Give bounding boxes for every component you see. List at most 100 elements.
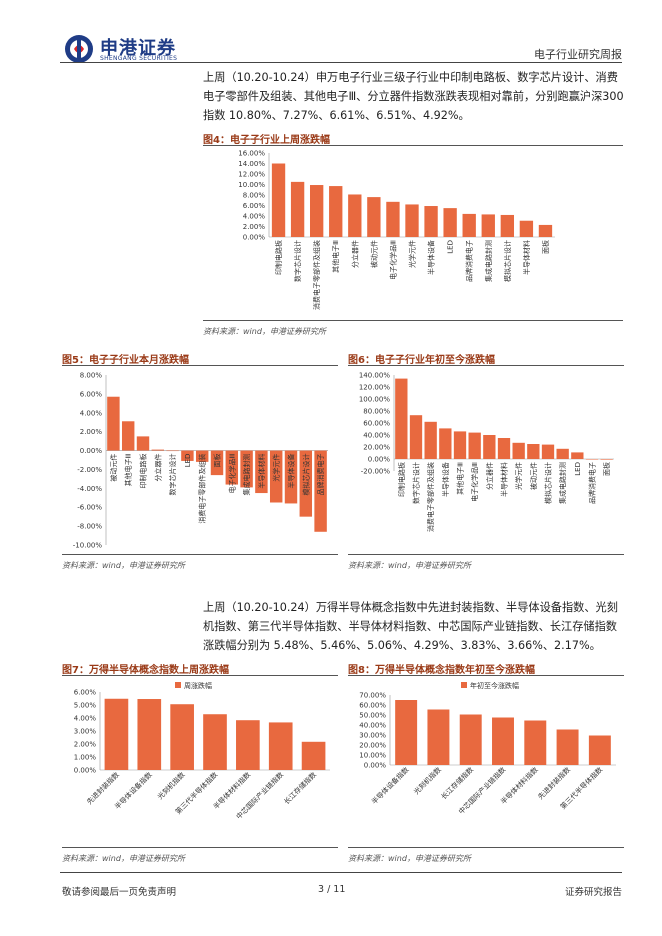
bar	[524, 720, 547, 765]
y-tick-label: 0.00%	[80, 447, 103, 455]
x-category-label: 先进封装指数	[536, 765, 572, 801]
legend-swatch	[175, 682, 181, 688]
bar	[483, 435, 496, 459]
x-category-label: 印制电路板	[397, 462, 406, 497]
y-tick-label: 4.00%	[80, 409, 103, 417]
x-category-label: 长江存储指数	[282, 770, 318, 806]
x-category-label: 半导体设备指数	[370, 765, 411, 806]
x-category-label: 半导体材料	[257, 454, 266, 489]
y-tick-label: 20.00%	[363, 444, 390, 452]
y-tick-label: 2.00%	[74, 741, 97, 749]
legend-label: 周涨跌幅	[184, 681, 212, 690]
figure-5-chart: 8.00% 6.00% 4.00% 2.00% 0.00% -2.00% -4.00% -6.…	[73, 372, 328, 550]
figure-8-top-rule	[348, 675, 624, 676]
figure-7-title: 图7：万得半导体概念指数上周涨跌幅	[62, 665, 229, 676]
x-category-label: 半导体材料	[500, 462, 509, 497]
figure-8-title: 图8：万得半导体概念指数年初至今涨跌幅	[348, 665, 535, 676]
bar	[225, 450, 239, 485]
bar	[299, 450, 313, 517]
y-tick-label: 14.00%	[238, 160, 265, 168]
x-category-label: 电子化学品Ⅲ	[227, 453, 236, 493]
bar	[301, 741, 326, 770]
bar	[588, 735, 611, 765]
bar	[409, 415, 423, 459]
bar	[170, 704, 194, 770]
figure-7-chart: 6.00% 5.00% 4.00% 3.00% 2.00% 1.00% 0.00% 周涨跌幅先…	[74, 681, 330, 821]
x-category-label: 分立器件	[485, 462, 494, 490]
y-tick-label: -10.00%	[73, 542, 103, 550]
paragraph-sw-subindustries: 上周（10.20-10.24）申万电子行业三级子行业中印制电路板、数字芯片设计、…	[203, 71, 624, 122]
y-tick-label: 10.00%	[238, 181, 265, 189]
report-type-label: 电子行业研究周报	[534, 48, 622, 61]
figure-8-chart: 70.00% 60.00% 50.00% 40.00% 30.00% 20.00% 10.0…	[359, 681, 616, 816]
y-tick-label: 1.00%	[74, 754, 97, 762]
page-number: 3 / 11	[318, 884, 346, 895]
bar	[290, 181, 305, 237]
x-category-label: LED	[574, 462, 582, 476]
bar	[284, 450, 298, 504]
x-category-label: 模拟芯片设计	[301, 454, 310, 496]
bar	[541, 444, 555, 459]
x-category-label: 品牌消费电子	[588, 462, 597, 504]
footer-disclaimer: 敬请参阅最后一页免责声明	[62, 887, 177, 898]
bar	[348, 194, 362, 237]
x-category-label: 被动元件	[109, 454, 118, 482]
y-tick-label: 6.00%	[74, 689, 97, 697]
y-tick-label: 6.00%	[243, 202, 266, 210]
bar	[527, 444, 540, 459]
figure-6-top-rule	[348, 365, 624, 366]
x-category-label: 面板	[602, 462, 611, 476]
y-tick-label: 2.00%	[80, 428, 103, 436]
bar	[136, 436, 150, 451]
y-tick-label: 2.00%	[243, 223, 266, 231]
x-category-label: 先进封装指数	[85, 770, 121, 806]
bar	[462, 213, 476, 237]
bar	[571, 452, 584, 459]
bar	[443, 208, 457, 237]
x-category-label: 面板	[213, 454, 222, 468]
y-tick-label: 6.00%	[80, 390, 103, 398]
legend-swatch	[461, 682, 467, 688]
bar	[600, 459, 613, 460]
y-tick-label: -6.00%	[77, 504, 102, 512]
figure-4-source: 资料来源：wind，申港证券研究所	[203, 327, 326, 336]
y-tick-label: 0.00%	[243, 234, 266, 242]
bar	[556, 448, 569, 459]
x-category-label: 半导体材料	[522, 240, 531, 275]
figure-5-title: 图5：电子子行业本月涨跌幅	[62, 355, 189, 366]
bar	[104, 698, 129, 770]
x-category-label: 集成电路封测	[484, 240, 493, 282]
x-category-label: 模拟芯片设计	[503, 240, 512, 282]
y-tick-label: 8.00%	[243, 192, 266, 200]
y-tick-label: 50.00%	[359, 712, 386, 720]
y-tick-label: 10.00%	[359, 752, 386, 760]
bar	[500, 214, 515, 237]
y-tick-label: -2.00%	[77, 466, 102, 474]
x-category-label: 半导体设备	[427, 240, 436, 275]
figure-5-top-rule	[62, 365, 338, 366]
x-category-label: 长江存储指数	[439, 765, 475, 801]
bar	[268, 722, 293, 770]
y-tick-label: 4.00%	[243, 213, 266, 221]
y-tick-label: 16.00%	[238, 150, 265, 158]
figure-7-bottom-rule	[62, 847, 338, 848]
x-category-label: 数字芯片设计	[412, 462, 421, 504]
figure-6-title: 图6：电子子行业年初至今涨跌幅	[348, 355, 495, 366]
y-tick-label: 20.00%	[359, 742, 386, 750]
bar	[468, 432, 481, 459]
x-category-label: 光刻机指数	[155, 770, 186, 801]
company-name-en: SHENGANG SECURITIES	[100, 55, 178, 62]
y-tick-label: -8.00%	[77, 523, 102, 531]
figure-5-bottom-rule	[62, 554, 338, 555]
x-category-label: 集成电路封测	[242, 454, 251, 496]
bar	[512, 442, 525, 459]
bar	[481, 214, 495, 237]
bar	[255, 450, 268, 494]
legend-label: 年初至今涨跌幅	[470, 681, 519, 690]
x-category-label: 消费电子零部件及组装	[312, 240, 321, 310]
y-tick-label: 60.00%	[363, 420, 390, 428]
bar	[427, 709, 450, 765]
x-category-label: 分立器件	[350, 240, 359, 268]
y-tick-label: 12.00%	[238, 171, 265, 179]
x-category-label: 其他电子Ⅲ	[124, 453, 133, 486]
